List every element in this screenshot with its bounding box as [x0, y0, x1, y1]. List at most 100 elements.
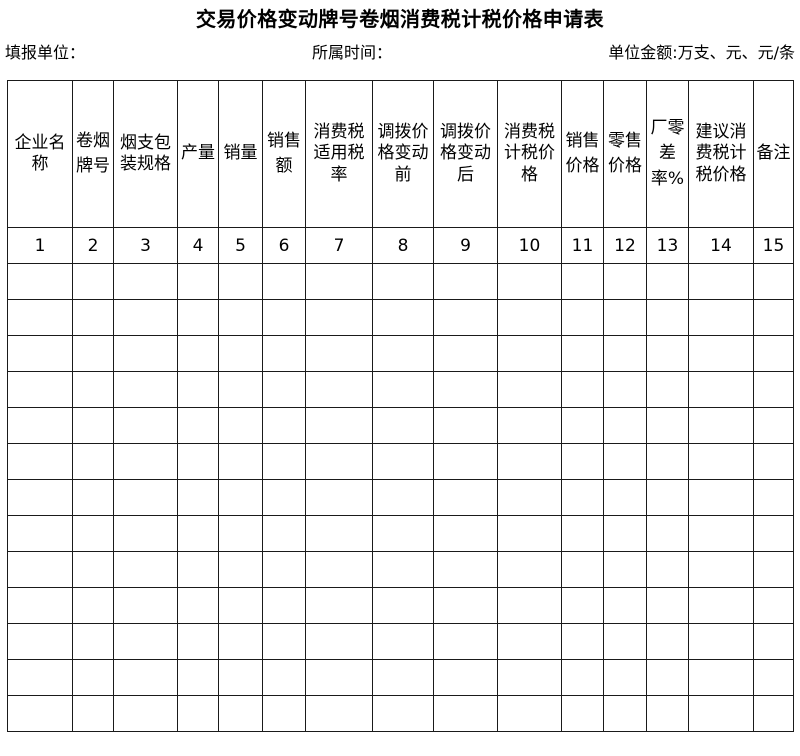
table-cell[interactable] — [753, 371, 794, 408]
table-cell[interactable] — [177, 263, 219, 300]
table-cell[interactable] — [113, 695, 178, 732]
table-cell[interactable] — [218, 695, 263, 732]
table-cell[interactable] — [72, 335, 114, 372]
table-cell[interactable] — [497, 515, 562, 552]
table-cell[interactable] — [262, 659, 306, 696]
table-cell[interactable] — [561, 299, 604, 336]
table-cell[interactable] — [262, 587, 306, 624]
table-cell[interactable] — [688, 371, 754, 408]
table-cell[interactable] — [7, 371, 73, 408]
table-row[interactable] — [7, 371, 794, 408]
table-cell[interactable] — [753, 515, 794, 552]
table-cell[interactable] — [753, 695, 794, 732]
table-cell[interactable] — [305, 659, 373, 696]
table-cell[interactable] — [218, 623, 263, 660]
table-cell[interactable] — [497, 551, 562, 588]
table-row[interactable] — [7, 659, 794, 696]
table-cell[interactable] — [262, 443, 306, 480]
table-cell[interactable] — [646, 587, 689, 624]
table-cell[interactable] — [753, 623, 794, 660]
table-cell[interactable] — [305, 695, 373, 732]
table-cell[interactable] — [218, 407, 263, 444]
table-cell[interactable] — [603, 551, 647, 588]
table-cell[interactable] — [262, 515, 306, 552]
table-cell[interactable] — [113, 479, 178, 516]
table-cell[interactable] — [688, 479, 754, 516]
table-cell[interactable] — [72, 623, 114, 660]
table-cell[interactable] — [603, 659, 647, 696]
table-row[interactable] — [7, 479, 794, 516]
table-cell[interactable] — [497, 335, 562, 372]
table-cell[interactable] — [497, 659, 562, 696]
table-cell[interactable] — [262, 479, 306, 516]
table-cell[interactable] — [753, 335, 794, 372]
table-cell[interactable] — [262, 371, 306, 408]
table-cell[interactable] — [305, 587, 373, 624]
table-cell[interactable] — [753, 443, 794, 480]
table-cell[interactable] — [561, 263, 604, 300]
table-cell[interactable] — [646, 515, 689, 552]
table-cell[interactable] — [177, 515, 219, 552]
table-cell[interactable] — [113, 551, 178, 588]
table-row[interactable] — [7, 623, 794, 660]
table-cell[interactable] — [433, 443, 498, 480]
table-cell[interactable] — [561, 371, 604, 408]
table-cell[interactable] — [497, 695, 562, 732]
table-cell[interactable] — [688, 443, 754, 480]
table-cell[interactable] — [372, 407, 434, 444]
table-cell[interactable] — [72, 263, 114, 300]
table-cell[interactable] — [113, 443, 178, 480]
table-cell[interactable] — [646, 443, 689, 480]
table-cell[interactable] — [113, 371, 178, 408]
table-cell[interactable] — [646, 371, 689, 408]
table-cell[interactable] — [753, 587, 794, 624]
table-cell[interactable] — [72, 371, 114, 408]
table-cell[interactable] — [262, 335, 306, 372]
table-cell[interactable] — [688, 515, 754, 552]
table-cell[interactable] — [646, 299, 689, 336]
table-cell[interactable] — [372, 371, 434, 408]
table-cell[interactable] — [433, 371, 498, 408]
table-cell[interactable] — [218, 515, 263, 552]
table-cell[interactable] — [7, 299, 73, 336]
table-cell[interactable] — [688, 695, 754, 732]
table-row[interactable] — [7, 299, 794, 336]
table-cell[interactable] — [646, 263, 689, 300]
table-cell[interactable] — [262, 299, 306, 336]
table-cell[interactable] — [305, 443, 373, 480]
table-cell[interactable] — [561, 443, 604, 480]
table-cell[interactable] — [561, 515, 604, 552]
table-cell[interactable] — [113, 515, 178, 552]
table-cell[interactable] — [177, 479, 219, 516]
table-cell[interactable] — [177, 623, 219, 660]
table-cell[interactable] — [372, 695, 434, 732]
table-cell[interactable] — [646, 623, 689, 660]
table-cell[interactable] — [372, 335, 434, 372]
table-cell[interactable] — [72, 479, 114, 516]
table-cell[interactable] — [7, 623, 73, 660]
table-cell[interactable] — [72, 587, 114, 624]
table-cell[interactable] — [561, 551, 604, 588]
table-cell[interactable] — [433, 587, 498, 624]
table-cell[interactable] — [262, 551, 306, 588]
table-cell[interactable] — [497, 299, 562, 336]
table-cell[interactable] — [433, 263, 498, 300]
table-cell[interactable] — [113, 587, 178, 624]
table-cell[interactable] — [113, 299, 178, 336]
table-cell[interactable] — [497, 443, 562, 480]
table-cell[interactable] — [646, 659, 689, 696]
table-cell[interactable] — [372, 479, 434, 516]
table-cell[interactable] — [372, 623, 434, 660]
table-cell[interactable] — [262, 263, 306, 300]
table-cell[interactable] — [497, 371, 562, 408]
table-cell[interactable] — [561, 587, 604, 624]
table-cell[interactable] — [433, 479, 498, 516]
table-cell[interactable] — [646, 479, 689, 516]
table-cell[interactable] — [497, 623, 562, 660]
table-cell[interactable] — [72, 443, 114, 480]
table-cell[interactable] — [753, 299, 794, 336]
table-cell[interactable] — [305, 551, 373, 588]
table-cell[interactable] — [433, 551, 498, 588]
table-cell[interactable] — [218, 263, 263, 300]
table-cell[interactable] — [753, 263, 794, 300]
